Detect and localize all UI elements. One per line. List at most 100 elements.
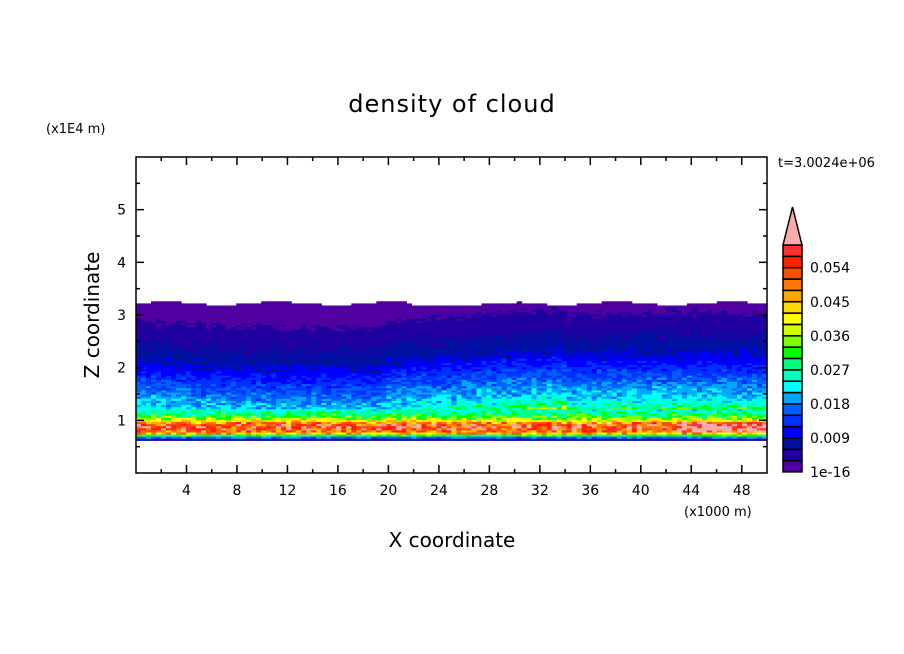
- contour-cell: [401, 351, 407, 355]
- contour-cell: [426, 360, 433, 363]
- contour-cell: [506, 362, 513, 366]
- contour-cell: [496, 438, 503, 441]
- contour-cell: [401, 370, 407, 374]
- contour-cell: [496, 394, 503, 397]
- contour-cell: [186, 400, 192, 403]
- contour-cell: [366, 419, 372, 422]
- contour-cell: [266, 400, 272, 403]
- contour-cell: [236, 324, 242, 328]
- contour-cell: [261, 313, 267, 317]
- contour-cell: [226, 356, 232, 359]
- contour-cell: [451, 313, 458, 317]
- contour-cell: [396, 339, 402, 342]
- contour-cell: [191, 375, 197, 378]
- contour-cell: [276, 305, 282, 309]
- contour-cell: [226, 436, 232, 439]
- contour-cell: [171, 318, 177, 321]
- contour-cell: [516, 362, 523, 366]
- contour-cell: [511, 324, 518, 328]
- contour-cell: [296, 362, 302, 366]
- contour-cell: [381, 375, 387, 378]
- contour-cell: [356, 377, 362, 380]
- contour-cell: [506, 408, 513, 412]
- contour-cell: [191, 318, 197, 321]
- contour-cell: [136, 381, 142, 385]
- contour-cell: [161, 324, 167, 328]
- contour-cell: [281, 417, 287, 420]
- contour-cell: [441, 417, 448, 420]
- contour-cell: [221, 425, 227, 429]
- contour-cell: [486, 322, 493, 326]
- contour-cell: [281, 322, 287, 326]
- contour-cell: [366, 316, 372, 319]
- contour-cell: [426, 366, 433, 370]
- contour-cell: [331, 351, 337, 355]
- contour-cell: [356, 320, 362, 323]
- contour-cell: [446, 307, 453, 311]
- contour-cell: [381, 320, 387, 323]
- contour-cell: [231, 410, 237, 414]
- contour-cell: [286, 343, 292, 347]
- contour-cell: [371, 341, 377, 344]
- contour-cell: [271, 372, 277, 376]
- contour-cell: [366, 360, 372, 363]
- contour-cell: [476, 341, 483, 344]
- contour-cell: [441, 341, 448, 344]
- contour-cell: [166, 410, 172, 414]
- contour-cell: [511, 303, 518, 307]
- contour-cell: [161, 419, 167, 422]
- contour-cell: [426, 427, 433, 431]
- contour-cell: [361, 383, 367, 387]
- contour-cell: [356, 394, 362, 397]
- contour-cell: [251, 335, 257, 338]
- contour-cell: [446, 434, 453, 437]
- contour-cell: [301, 307, 307, 311]
- contour-cell: [151, 335, 157, 338]
- contour-cell: [226, 429, 232, 433]
- contour-cell: [406, 322, 412, 326]
- contour-cell: [206, 358, 212, 361]
- contour-cell: [461, 339, 468, 342]
- contour-cell: [431, 429, 438, 433]
- contour-cell: [401, 402, 407, 406]
- contour-cell: [331, 408, 337, 412]
- contour-cell: [431, 404, 438, 408]
- contour-cell: [516, 402, 523, 406]
- contour-cell: [506, 410, 513, 414]
- contour-cell: [221, 337, 227, 340]
- contour-cell: [486, 366, 493, 370]
- contour-cell: [141, 408, 147, 412]
- contour-cell: [266, 362, 272, 366]
- contour-cell: [141, 417, 147, 420]
- contour-cell: [181, 413, 187, 416]
- contour-cell: [411, 431, 417, 435]
- contour-cell: [491, 341, 498, 344]
- contour-cell: [456, 337, 463, 340]
- contour-cell: [451, 389, 458, 393]
- contour-cell: [246, 335, 252, 338]
- contour-cell: [356, 370, 362, 374]
- contour-cell: [181, 406, 187, 410]
- contour-cell: [391, 303, 397, 307]
- contour-cell: [376, 322, 382, 326]
- contour-cell: [326, 406, 332, 410]
- contour-cell: [391, 438, 397, 441]
- contour-cell: [446, 309, 453, 313]
- contour-cell: [381, 313, 387, 317]
- contour-cell: [166, 400, 172, 403]
- contour-cell: [511, 313, 518, 317]
- contour-cell: [156, 427, 162, 431]
- contour-cell: [206, 362, 212, 366]
- contour-cell: [191, 337, 197, 340]
- contour-cell: [256, 370, 262, 374]
- contour-cell: [186, 354, 192, 357]
- contour-cell: [516, 364, 523, 368]
- contour-cell: [226, 438, 232, 441]
- contour-cell: [306, 438, 312, 441]
- contour-cell: [386, 402, 392, 406]
- contour-cell: [216, 358, 222, 361]
- contour-cell: [356, 408, 362, 412]
- contour-cell: [221, 417, 227, 420]
- contour-cell: [451, 326, 458, 330]
- contour-cell: [366, 413, 372, 416]
